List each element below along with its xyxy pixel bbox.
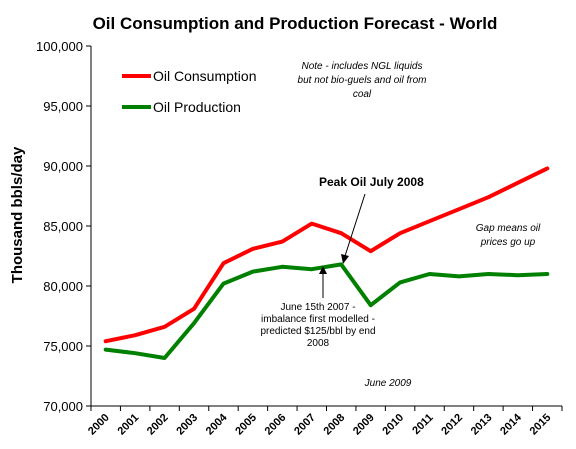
- x-tick-label: 2013: [469, 412, 495, 438]
- y-tick-label: 75,000: [43, 339, 83, 354]
- legend-label-production: Oil Production: [153, 99, 241, 115]
- imbalance-line-1: June 15th 2007 -: [280, 302, 355, 313]
- x-tick-label: 2003: [174, 412, 200, 438]
- y-tick-label: 100,000: [36, 39, 83, 54]
- annotations: Note - includes NGL liquids but not bio-…: [260, 61, 541, 389]
- y-axis-label: Thousand bbls/day: [9, 146, 26, 283]
- y-tick-label: 70,000: [43, 399, 83, 414]
- legend: Oil Consumption Oil Production: [122, 68, 257, 115]
- y-tick-label: 80,000: [43, 279, 83, 294]
- y-tick-label: 95,000: [43, 99, 83, 114]
- imbalance-line-2: imbalance first modelled -: [261, 314, 375, 325]
- x-tick-label: 2005: [233, 412, 259, 438]
- x-tick-label: 2010: [380, 412, 406, 438]
- x-tick-label: 2000: [86, 412, 112, 438]
- note-line-1: Note - includes NGL liquids: [302, 61, 423, 72]
- x-tick-label: 2011: [410, 412, 435, 437]
- x-tick-label: 2015: [528, 412, 554, 438]
- y-ticks: 70,000 75,000 80,000 85,000 90,000 95,000 100,…: [36, 39, 91, 414]
- chart-title: Oil Consumption and Production Forecast …: [93, 14, 498, 33]
- x-tick-label: 2004: [204, 411, 230, 437]
- peak-arrow-line: [344, 193, 366, 257]
- x-tick-label: 2008: [322, 412, 348, 438]
- imbalance-arrow-head: [319, 266, 327, 274]
- x-tick-label: 2006: [263, 412, 289, 438]
- legend-label-consumption: Oil Consumption: [153, 68, 257, 84]
- imbalance-line-3: predicted $125/bbl by end: [260, 326, 375, 337]
- date-label: June 2009: [364, 378, 412, 389]
- series-line-consumption: [103, 166, 550, 344]
- x-tick-label: 2012: [439, 412, 465, 438]
- y-tick-label: 90,000: [43, 159, 83, 174]
- imbalance-line-4: 2008: [307, 338, 330, 349]
- peak-oil-label: Peak Oil July 2008: [319, 175, 424, 189]
- note-line-2: but not bio-guels and oil from: [298, 75, 427, 86]
- x-tick-label: 2014: [498, 411, 524, 437]
- x-ticks: 2000 2001 2002 2003 2004 2005 2006 2007 2008 2009…: [86, 406, 563, 438]
- note-line-3: coal: [353, 89, 372, 100]
- series-group: [103, 166, 550, 360]
- x-tick-label: 2002: [145, 412, 171, 438]
- series-line-production: [103, 262, 550, 360]
- y-tick-label: 85,000: [43, 219, 83, 234]
- x-tick-label: 2001: [115, 412, 141, 438]
- gap-line-2: prices go up: [480, 237, 536, 248]
- gap-line-1: Gap means oil: [476, 223, 541, 234]
- x-tick-label: 2009: [351, 412, 377, 438]
- peak-arrow-head: [341, 254, 349, 264]
- x-tick-label: 2007: [292, 412, 318, 438]
